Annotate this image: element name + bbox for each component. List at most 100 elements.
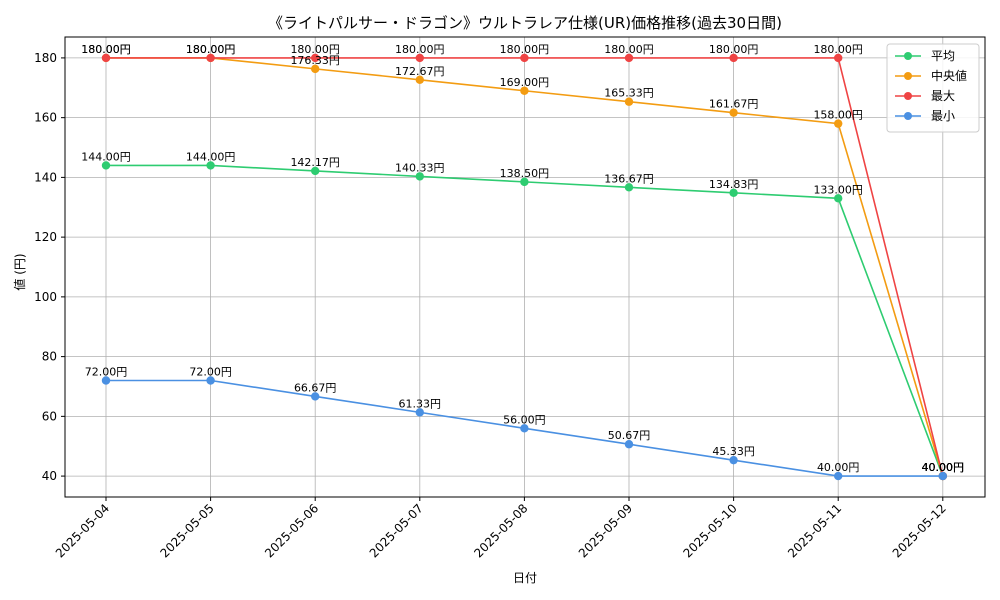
series-layer: [101, 53, 947, 481]
y-tick-label: 60: [42, 409, 57, 423]
data-point: [415, 53, 424, 63]
data-label: 180.00円: [500, 43, 550, 56]
data-point: [834, 194, 843, 203]
data-label: 72.00円: [189, 366, 232, 379]
data-point: [834, 119, 843, 128]
data-label: 56.00円: [503, 413, 546, 426]
legend-label: 中央値: [931, 68, 967, 83]
data-label: 180.00円: [186, 43, 236, 56]
data-label: 161.67円: [709, 98, 759, 111]
data-label: 158.00円: [813, 109, 863, 122]
series-3: [101, 376, 947, 481]
data-point: [415, 75, 424, 85]
data-label: 138.50円: [500, 167, 550, 180]
legend-box: [886, 43, 980, 133]
data-point: [520, 177, 529, 187]
data-label-layer: 144.00円 144.00円 142.17円 140.33円 138.50円 136.6…: [81, 43, 964, 474]
data-point: [834, 471, 843, 481]
y-tick-label: 80: [42, 350, 57, 364]
x-tick-label: 2025-05-06: [262, 501, 321, 560]
legend-label: 最小: [931, 109, 955, 123]
data-point: [311, 64, 320, 74]
data-point: [101, 376, 111, 385]
data-label: 45.33円: [712, 445, 755, 458]
data-label: 40.00円: [922, 461, 965, 474]
data-label: 144.00円: [186, 150, 236, 163]
y-tick-label: 140: [34, 170, 57, 184]
data-label: 72.00円: [85, 366, 128, 379]
legend-item: 中央値: [895, 68, 967, 83]
plot-frame: [64, 36, 986, 498]
x-tick-label: 2025-05-12: [890, 501, 949, 560]
data-point: [520, 86, 529, 95]
data-label: 61.33円: [399, 397, 442, 410]
chart-title: 《ライトパルサー・ドラゴン》ウルトラレア仕様(UR)価格推移(過去30日間): [268, 14, 782, 32]
x-tick-label: 2025-05-10: [681, 501, 740, 560]
data-label: 66.67円: [294, 381, 337, 394]
data-point: [729, 108, 738, 117]
y-tick-label: 100: [34, 290, 57, 304]
legend-label: 平均: [931, 49, 955, 63]
y-tick-label: 40: [42, 469, 57, 483]
data-label: 172.67円: [395, 65, 445, 78]
y-axis-label: 値 (円): [12, 253, 27, 290]
data-point: [729, 455, 738, 465]
series-1: [101, 53, 947, 481]
x-tick-label: 2025-05-04: [53, 501, 112, 560]
data-label: 180.00円: [81, 43, 131, 56]
data-point: [101, 53, 111, 63]
data-label: 134.83円: [709, 178, 759, 191]
data-point: [101, 161, 111, 170]
data-label: 180.00円: [395, 43, 445, 56]
data-label: 50.67円: [608, 429, 651, 442]
y-tick-label: 160: [34, 111, 57, 125]
data-point: [938, 471, 947, 481]
data-point: [624, 440, 634, 449]
legend-swatch-marker: [904, 112, 912, 120]
data-point: [311, 392, 320, 401]
data-label: 133.00円: [813, 183, 863, 196]
data-label: 136.67円: [604, 172, 654, 185]
data-point: [834, 53, 843, 63]
data-point: [624, 97, 634, 106]
data-label: 180.00円: [186, 43, 236, 56]
data-point: [520, 53, 529, 63]
x-tick-label: 2025-05-08: [471, 501, 530, 560]
data-label: 40.00円: [817, 461, 860, 474]
legend-swatch-marker: [904, 92, 912, 100]
y-tick-label: 120: [34, 230, 57, 244]
data-point: [729, 53, 738, 63]
data-label: 140.33円: [395, 161, 445, 174]
legend-label: 最大: [931, 89, 955, 103]
legend-item: 最大: [895, 89, 955, 103]
data-label: 40.00円: [922, 461, 965, 474]
y-tick-label: 180: [34, 51, 57, 65]
data-label: 169.00円: [500, 76, 550, 89]
legend-swatch-marker: [904, 52, 912, 60]
data-point: [206, 161, 215, 170]
data-label: 180.00円: [81, 43, 131, 56]
data-point: [415, 172, 424, 181]
series-0: [101, 161, 947, 481]
data-point: [311, 53, 320, 63]
data-label: 180.00円: [813, 43, 863, 56]
legend-swatch-marker: [904, 72, 912, 80]
data-label: 40.00円: [922, 461, 965, 474]
x-axis-label: 日付: [513, 571, 537, 585]
data-label: 180.00円: [709, 43, 759, 56]
x-tick-label: 2025-05-07: [367, 501, 426, 560]
data-label: 176.33円: [290, 54, 340, 67]
data-label: 180.00円: [290, 43, 340, 56]
data-label: 144.00円: [81, 150, 131, 163]
data-point: [311, 166, 320, 176]
x-tick-label: 2025-05-09: [576, 501, 635, 560]
legend-item: 最小: [895, 109, 955, 123]
data-label: 180.00円: [604, 43, 654, 56]
data-label: 165.33円: [604, 87, 654, 100]
data-label: 40.00円: [922, 461, 965, 474]
data-point: [624, 183, 634, 192]
data-point: [520, 424, 529, 433]
